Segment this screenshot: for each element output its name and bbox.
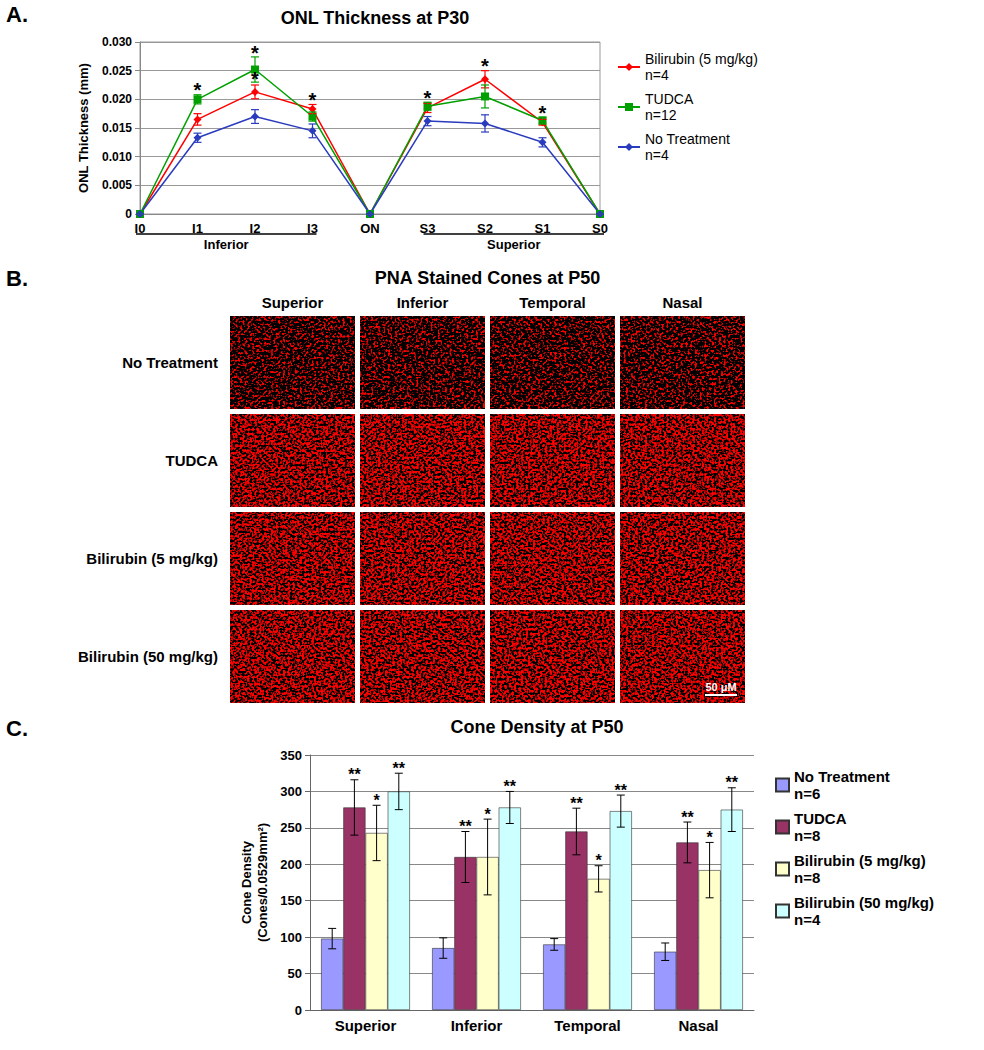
svg-text:0: 0 xyxy=(125,207,132,221)
svg-text:n=4: n=4 xyxy=(645,147,669,163)
svg-text:*: * xyxy=(706,829,713,846)
svg-text:n=12: n=12 xyxy=(645,107,677,123)
svg-text:No Treatment: No Treatment xyxy=(122,354,218,371)
svg-text:*: * xyxy=(481,55,489,77)
svg-text:150: 150 xyxy=(280,893,302,908)
svg-text:0.025: 0.025 xyxy=(102,64,132,78)
svg-text:Nasal: Nasal xyxy=(678,1017,718,1034)
svg-text:PNA Stained Cones at P50: PNA Stained Cones at P50 xyxy=(375,268,600,288)
svg-text:No Treatment: No Treatment xyxy=(794,768,890,785)
svg-text:200: 200 xyxy=(280,857,302,872)
svg-text:Bilirubin (50 mg/kg): Bilirubin (50 mg/kg) xyxy=(78,648,218,665)
svg-text:n=8: n=8 xyxy=(794,869,820,886)
svg-text:Bilirubin (5 mg/kg): Bilirubin (5 mg/kg) xyxy=(794,852,926,869)
svg-text:Superior: Superior xyxy=(487,237,540,252)
html-text:A.: A. xyxy=(6,2,28,27)
svg-text:Inferior: Inferior xyxy=(397,294,449,311)
svg-text:n=4: n=4 xyxy=(645,67,669,83)
svg-text:0.005: 0.005 xyxy=(102,178,132,192)
svg-text:n=8: n=8 xyxy=(794,827,820,844)
svg-text:0: 0 xyxy=(295,1003,302,1018)
svg-text:n=6: n=6 xyxy=(794,785,820,802)
svg-text:0.015: 0.015 xyxy=(102,121,132,135)
svg-text:ONL Thickness (mm): ONL Thickness (mm) xyxy=(76,63,91,193)
svg-text:S0: S0 xyxy=(592,221,608,236)
svg-text:*: * xyxy=(424,87,432,109)
svg-text:Bilirubin (5 mg/kg): Bilirubin (5 mg/kg) xyxy=(645,51,758,67)
svg-text:Temporal: Temporal xyxy=(519,294,585,311)
svg-text:0.030: 0.030 xyxy=(102,35,132,49)
svg-text:(Cones/0.0529mm²): (Cones/0.0529mm²) xyxy=(255,823,270,942)
svg-text:100: 100 xyxy=(280,930,302,945)
svg-text:**: ** xyxy=(726,774,739,791)
svg-text:I3: I3 xyxy=(307,221,318,236)
svg-text:TUDCA: TUDCA xyxy=(645,91,694,107)
svg-text:I1: I1 xyxy=(192,221,203,236)
svg-text:0.020: 0.020 xyxy=(102,92,132,106)
svg-text:Superior: Superior xyxy=(335,1017,397,1034)
svg-text:Superior: Superior xyxy=(262,294,324,311)
svg-text:Nasal: Nasal xyxy=(662,294,702,311)
svg-text:S2: S2 xyxy=(477,221,493,236)
svg-text:0.010: 0.010 xyxy=(102,150,132,164)
svg-text:*: * xyxy=(251,42,259,64)
svg-text:50: 50 xyxy=(288,966,302,981)
svg-text:250: 250 xyxy=(280,820,302,835)
svg-text:Bilirubin (5 mg/kg): Bilirubin (5 mg/kg) xyxy=(86,550,218,567)
svg-text:S1: S1 xyxy=(535,221,551,236)
svg-text:Cone Density: Cone Density xyxy=(239,840,254,924)
svg-text:*: * xyxy=(194,79,202,101)
svg-text:ONL Thickness at P30: ONL Thickness at P30 xyxy=(281,8,470,28)
svg-text:n=4: n=4 xyxy=(794,911,821,928)
svg-text:*: * xyxy=(309,89,317,111)
svg-text:*: * xyxy=(373,792,380,809)
svg-text:**: ** xyxy=(570,795,583,812)
svg-text:I0: I0 xyxy=(135,221,146,236)
svg-text:Bilirubin (50 mg/kg): Bilirubin (50 mg/kg) xyxy=(794,894,934,911)
svg-text:Inferior: Inferior xyxy=(451,1017,503,1034)
svg-text:**: ** xyxy=(459,818,472,835)
svg-text:**: ** xyxy=(504,778,517,795)
svg-text:350: 350 xyxy=(280,748,302,763)
svg-text:No Treatment: No Treatment xyxy=(645,131,730,147)
svg-text:ON: ON xyxy=(360,221,380,236)
svg-text:I2: I2 xyxy=(250,221,261,236)
svg-text:*: * xyxy=(595,852,602,869)
svg-text:S3: S3 xyxy=(420,221,436,236)
svg-text:*: * xyxy=(251,68,259,90)
svg-text:Cone Density at P50: Cone Density at P50 xyxy=(450,717,623,737)
html-text:C.: C. xyxy=(6,716,28,741)
svg-text:*: * xyxy=(484,806,491,823)
html-text:B.: B. xyxy=(6,266,28,291)
svg-text:**: ** xyxy=(393,760,406,777)
svg-text:Temporal: Temporal xyxy=(554,1017,620,1034)
svg-text:**: ** xyxy=(348,766,361,783)
svg-text:**: ** xyxy=(681,809,694,826)
svg-text:TUDCA: TUDCA xyxy=(794,810,847,827)
svg-text:Inferior: Inferior xyxy=(204,237,249,252)
svg-text:*: * xyxy=(539,102,547,124)
svg-text:TUDCA: TUDCA xyxy=(166,452,219,469)
svg-text:**: ** xyxy=(615,782,628,799)
svg-text:300: 300 xyxy=(280,784,302,799)
svg-text:50 μM: 50 μM xyxy=(705,681,736,693)
